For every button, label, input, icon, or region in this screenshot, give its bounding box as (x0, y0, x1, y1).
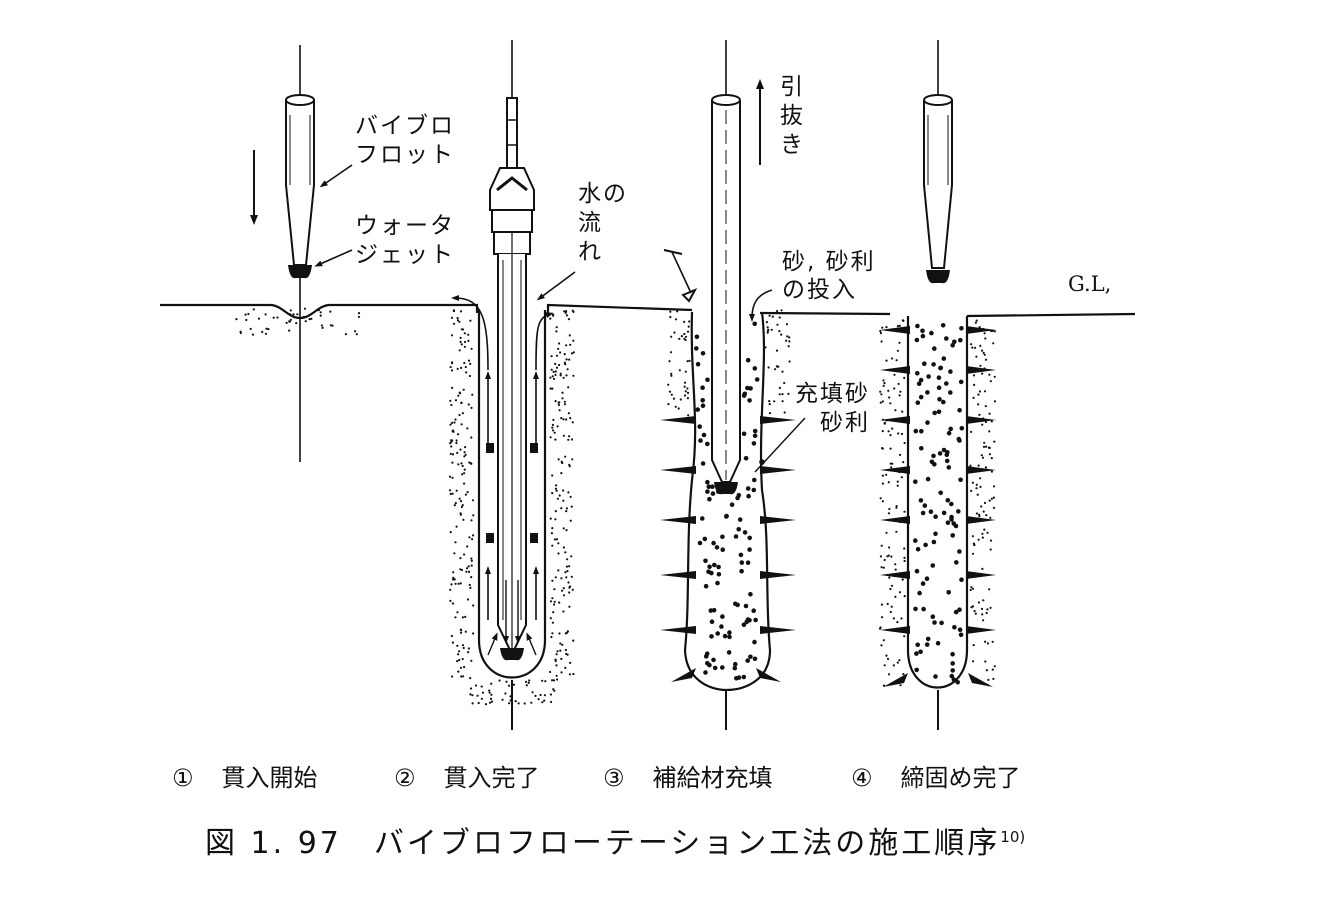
water-jet-label: ウォータ ジェット (355, 213, 455, 268)
vibroflot-label: バイブロ フロット (355, 113, 455, 168)
stage-1-penetration-start (235, 45, 361, 462)
ground-line (160, 303, 1136, 320)
ground-level-label: G.L, (1068, 272, 1112, 296)
water-flow-label: 水の流れ (578, 181, 628, 265)
sand-gravel-input-label: 砂, 砂利 の投入 (782, 249, 876, 303)
step-1-label: ① 貫入開始 (172, 764, 318, 792)
stage-3-backfill (660, 40, 806, 730)
step-4-label: ④ 締固め完了 (851, 764, 1021, 792)
stage-2-penetration-complete (448, 40, 576, 730)
fill-sand-gravel-label: 充填砂 砂利 (795, 381, 870, 436)
pull-out-label: 引抜き (780, 74, 805, 158)
stage-4-compaction-complete (878, 40, 997, 730)
figure-caption: 図 1. 97 バイブロフローテーション工法の施工順序10) (205, 826, 1026, 861)
step-2-label: ② 貫入完了 (394, 764, 540, 792)
step-3-label: ③ 補給材充填 (603, 764, 773, 792)
